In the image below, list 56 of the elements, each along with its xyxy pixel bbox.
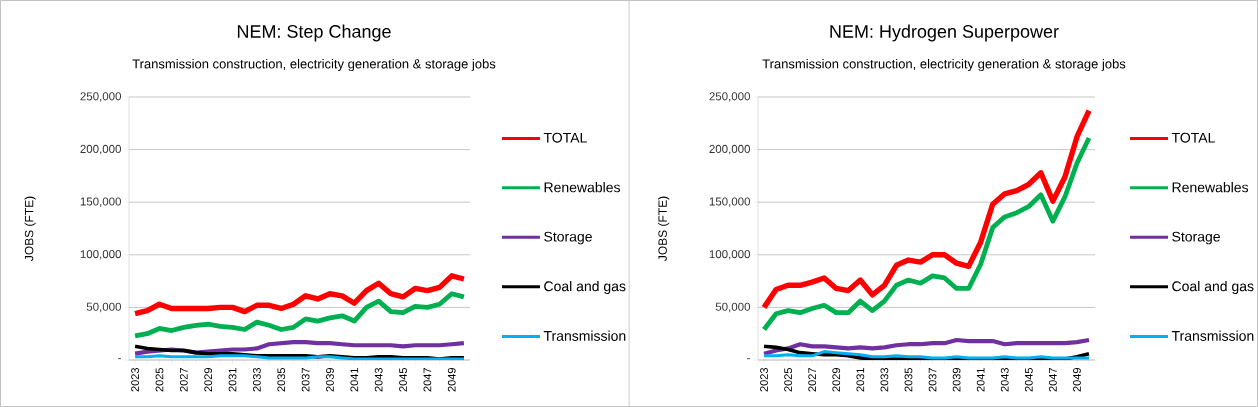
x-tick-label: 2039 [326,368,334,392]
x-tick-label: 2029 [832,368,841,392]
y-tick-label: 50,000 [715,302,751,313]
chart-subtitle: Transmission construction, electricity generation & storage jobs [762,58,1126,72]
x-tick-label: 2047 [423,368,432,392]
x-tick-label: 2035 [904,368,913,392]
x-tick-label: 2037 [301,368,310,392]
x-tick-label: 2041 [976,368,985,392]
legend-label: Renewables [544,182,620,193]
x-tick-label: 2045 [399,368,407,392]
x-tick-label: 2033 [880,368,889,392]
x-tick-label: 2043 [1000,368,1009,392]
legend-label: Transmission [543,330,626,341]
x-tick-label: 2025 [155,368,164,392]
chart-subtitle: Transmission construction, electricity generation & storage jobs [132,58,496,72]
x-tick-label: 2049 [447,368,456,392]
y-axis-title: JOBS (FTE) [24,196,36,261]
legend-label: Storage [1172,231,1220,245]
legend-label: Renewables [1172,182,1249,193]
legend-label: Transmission [1171,330,1254,341]
x-tick-label: 2025 [784,368,792,392]
x-tick-label: 2035 [277,368,286,392]
y-tick-label: 150,000 [80,197,122,207]
x-tick-label: 2043 [374,368,383,392]
y-tick-label: 250,000 [709,92,751,102]
legend-label: TOTAL [1171,132,1215,143]
y-tick-label: 250,000 [80,92,122,102]
y-tick-label: - [118,358,121,360]
y-tick-label: 100,000 [709,250,751,260]
x-tick-label: 2045 [1024,368,1033,392]
x-tick-label: 2037 [928,368,937,392]
x-tick-label: 2023 [131,368,139,392]
x-tick-label: 2033 [252,368,261,392]
y-tick-label: 200,000 [709,144,751,155]
y-tick-label: 50,000 [86,302,122,313]
legend-label: TOTAL [543,132,587,143]
x-tick-label: 2027 [179,368,188,392]
legend-label: Storage [544,231,592,245]
x-tick-label: 2029 [204,368,213,392]
x-tick-label: 2027 [808,368,817,392]
x-tick-label: 2031 [856,368,865,392]
y-tick-label: 200,000 [80,144,122,155]
y-tick-label: 150,000 [709,197,751,207]
y-tick-label: 100,000 [80,250,122,260]
y-tick-label: - [747,358,750,360]
legend-label: Coal and gas [544,280,626,294]
x-tick-label: 2049 [1073,368,1081,392]
x-tick-label: 2041 [350,368,359,392]
x-tick-label: 2031 [228,368,237,392]
chart-title: NEM: Hydrogen Superpower [830,24,1059,42]
x-tick-label: 2023 [760,368,768,392]
chart-title: NEM: Step Change [237,24,391,42]
legend-label: Coal and gas [1172,280,1254,294]
y-axis-title: JOBS (FTE) [658,196,670,261]
x-tick-label: 2039 [952,368,961,392]
x-tick-label: 2047 [1049,368,1057,392]
